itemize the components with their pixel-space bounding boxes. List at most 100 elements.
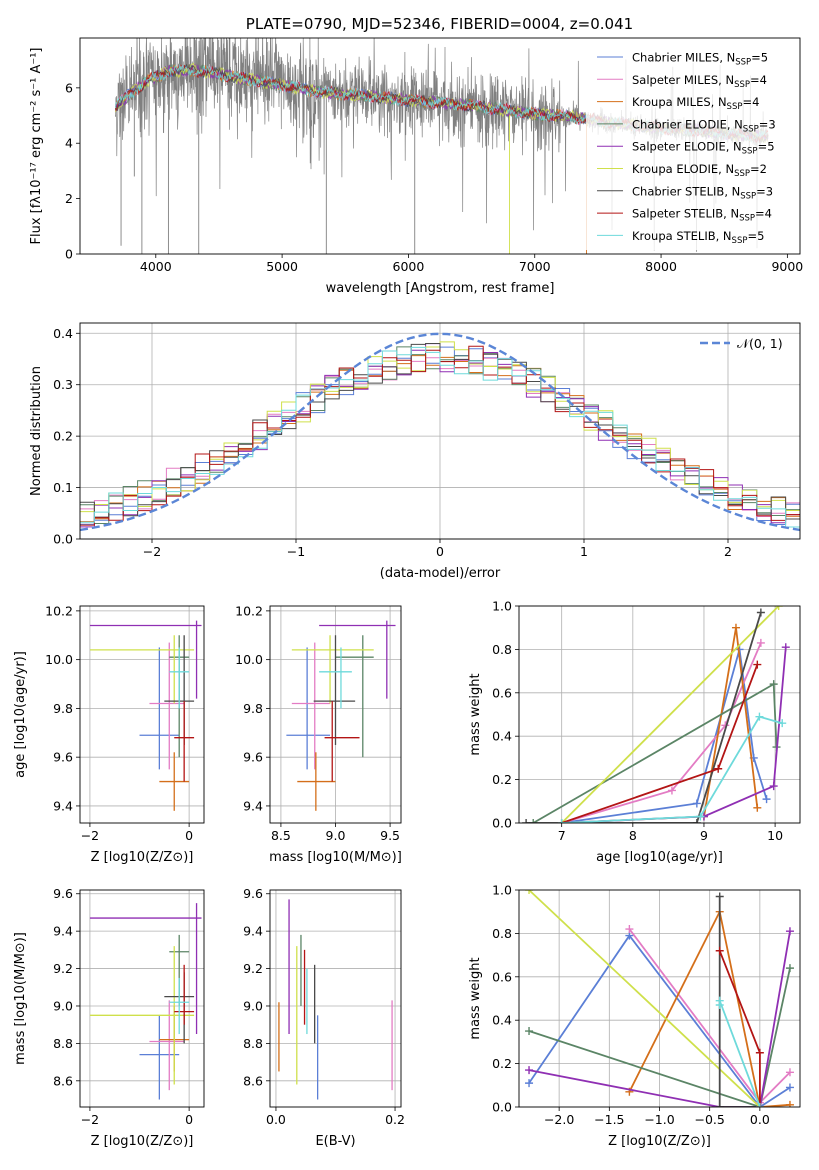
series-kroupa-elodie	[525, 890, 764, 1107]
series-marker	[769, 680, 778, 689]
y-axis-label: mass weight	[468, 673, 483, 755]
series-marker	[692, 799, 701, 808]
series-marker	[715, 946, 724, 955]
y-tick-label: 9.6	[243, 750, 263, 765]
x-axis-label: Z [log10(Z/Z⊙)]	[91, 1134, 194, 1149]
y-tick-label: 9.8	[243, 701, 263, 716]
x-tick-label: 0.0	[266, 1112, 286, 1127]
series-marker	[667, 786, 676, 795]
legend-label-kroupa-miles: Kroupa MILES, NSSP=4	[632, 95, 759, 112]
x-axis-label: E(B-V)	[315, 1134, 355, 1149]
plot-area-mass_vs_Z	[89, 903, 202, 1100]
series-marker	[715, 1103, 724, 1107]
y-tick-label: 0.4	[492, 729, 512, 744]
y-tick-label: 0.2	[492, 772, 512, 787]
series-line	[532, 682, 778, 823]
series-salpeter-stelib	[715, 946, 764, 1107]
errorbar-salpeter-elodie	[89, 620, 202, 699]
axes-frame	[518, 889, 801, 1108]
legend-label-chabrier-stelib: Chabrier STELIB, NSSP=3	[632, 184, 773, 201]
series-marker	[756, 608, 765, 617]
series-chabrier-stelib	[522, 608, 765, 823]
x-axis-label: mass [log10(M/M⊙)]	[269, 850, 402, 865]
y-axis-label: mass weight	[468, 957, 483, 1039]
y-tick-label: 9.2	[243, 961, 263, 976]
x-tick-label: −2	[81, 828, 99, 843]
y-tick-label: 0.6	[492, 685, 512, 700]
x-axis-label: Z [log10(Z/Z⊙)]	[608, 1134, 711, 1149]
x-tick-label: −2	[81, 1112, 99, 1127]
series-marker	[753, 803, 762, 812]
x-tick-label: 0.2	[385, 1112, 405, 1127]
y-tick-label: 9.0	[243, 998, 263, 1013]
y-tick-label: 0	[65, 247, 73, 262]
y-tick-label: 9.2	[53, 961, 73, 976]
series-marker	[529, 819, 538, 823]
x-axis-label: Z [log10(Z/Z⊙)]	[91, 850, 194, 865]
axes-frame	[518, 605, 801, 824]
x-tick-label: 6000	[393, 259, 425, 274]
errorbar-salpeter-stelib	[174, 964, 195, 1025]
y-tick-label: 9.0	[53, 998, 73, 1013]
series-marker	[755, 1103, 764, 1107]
y-tick-label: 9.6	[53, 886, 73, 901]
y-tick-label: 1.0	[492, 599, 512, 614]
chart-title-spectrum: PLATE=0790, MJD=52346, FIBERID=0004, z=0…	[246, 15, 633, 33]
y-axis-label: Normed distribution	[29, 366, 44, 496]
errorbar-chabrier-miles	[139, 647, 180, 770]
series-marker	[715, 996, 724, 1005]
x-tick-label: 4000	[140, 259, 172, 274]
axes-age_vs_mass: 8.5 9.0 9.5 9.4 9.6 9.8 10.0 10.2 mass [log10(M/…	[235, 603, 402, 865]
series-marker	[756, 638, 765, 647]
x-tick-label: 0.0	[750, 1112, 770, 1127]
x-tick-label: 0	[185, 828, 193, 843]
axes-frame	[269, 889, 402, 1108]
y-tick-label: 9.6	[53, 750, 73, 765]
y-tick-label: 0.1	[53, 480, 73, 495]
x-tick-label: −2	[143, 544, 161, 559]
series-line	[526, 612, 762, 823]
series-marker	[762, 795, 771, 804]
plot-area-age_vs_mass	[286, 620, 396, 811]
y-tick-label: 0.3	[53, 377, 73, 392]
y-axis-label: age [log10(age/yr)]	[13, 651, 28, 778]
y-tick-label: 0.0	[492, 1100, 512, 1115]
series-marker	[625, 925, 634, 934]
series-marker	[525, 1066, 534, 1075]
series-line	[561, 647, 787, 823]
errorbar-salpeter-elodie	[319, 620, 396, 699]
x-tick-label: 7	[558, 828, 566, 843]
series-marker	[785, 927, 794, 936]
series-marker	[557, 819, 566, 823]
legend-label-salpeter-stelib: Salpeter STELIB, NSSP=4	[632, 207, 772, 224]
legend-residuals: 𝒩(0, 1)	[700, 336, 783, 351]
series-line	[528, 967, 791, 1107]
y-tick-label: 0.4	[53, 326, 73, 341]
x-tick-label: 0	[185, 1112, 193, 1127]
axes-mass_vs_ebv: 0.0 0.2 8.6 8.8 9.0 9.2 9.4 9.6 E(B-V)	[243, 886, 405, 1149]
series-line	[718, 950, 761, 1107]
axes-frame	[269, 605, 402, 824]
axes-frame	[79, 322, 801, 540]
x-axis-label: wavelength [Angstrom, rest frame]	[326, 281, 555, 296]
series-line	[561, 606, 780, 823]
x-tick-label: −1.5	[594, 1112, 624, 1127]
x-tick-label: 9.5	[380, 828, 400, 843]
errorbar-salpeter-miles	[291, 642, 331, 770]
x-axis-label: (data-model)/error	[380, 566, 501, 581]
x-tick-label: −1.0	[644, 1112, 674, 1127]
series-marker	[769, 782, 778, 791]
axes-age_vs_Z: −2 0 9.4 9.6 9.8 10.0 10.2 Z [log10(Z/Z⊙)] age […	[13, 603, 205, 865]
y-tick-label: 6	[65, 80, 73, 95]
errorbar-salpeter-miles	[149, 642, 185, 770]
errorbar-kroupa-stelib	[169, 977, 190, 1035]
series-line	[718, 1000, 761, 1107]
y-tick-label: 9.4	[53, 924, 73, 939]
series-marker	[781, 643, 790, 652]
axes-spectrum: 4000 5000 6000 7000 8000 9000 0 2 4 6 wavelength […	[29, 37, 803, 296]
y-tick-label: 10.0	[235, 652, 263, 667]
errorbar-kroupa-miles	[297, 752, 336, 811]
legend-label-kroupa-elodie: Kroupa ELODIE, NSSP=2	[632, 162, 767, 179]
y-axis-label: Flux [fλ10⁻¹⁷ erg cm⁻² s⁻¹ A⁻¹]	[29, 48, 44, 245]
y-tick-label: 2	[65, 191, 73, 206]
